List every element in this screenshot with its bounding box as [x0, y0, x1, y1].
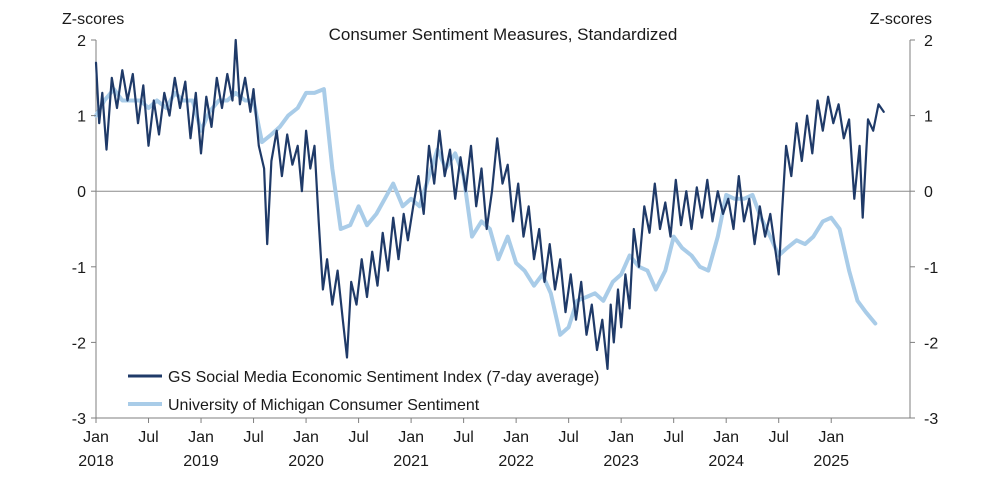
x-tick-label-month: Jan	[398, 429, 424, 446]
x-tick-label-month: Jan	[188, 429, 214, 446]
y-tick-label-right: -3	[924, 411, 938, 428]
x-tick-label-month: Jan	[83, 429, 109, 446]
x-tick-label-month: Jul	[558, 429, 578, 446]
x-tick-label-year: 2022	[498, 453, 534, 470]
series-layer	[94, 38, 885, 370]
x-tick-label-month: Jul	[348, 429, 368, 446]
y-tick-label-left: 2	[77, 33, 86, 50]
y-tick-label-left: -2	[72, 335, 86, 352]
x-tick-label-month: Jul	[768, 429, 788, 446]
x-tick-label-year: 2024	[708, 453, 744, 470]
y-tick-label-left: -3	[72, 411, 86, 428]
x-tick-label-month: Jan	[503, 429, 529, 446]
y-tick-label-left: 0	[77, 184, 86, 201]
x-tick-label-year: 2020	[288, 453, 324, 470]
y-tick-label-right: -1	[924, 260, 938, 277]
x-tick-label-year: 2023	[603, 453, 639, 470]
legend-label-umich: University of Michigan Consumer Sentimen…	[168, 397, 480, 414]
y-tick-label-right: 2	[924, 33, 933, 50]
x-tick-label-month: Jul	[663, 429, 683, 446]
x-tick-label-year: 2019	[183, 453, 219, 470]
legend: GS Social Media Economic Sentiment Index…	[128, 369, 599, 414]
plot-frame	[95, 40, 911, 419]
y-tick-label-left: -1	[72, 260, 86, 277]
y-tick-label-left: 1	[77, 109, 86, 126]
y-tick-label-right: 0	[924, 184, 933, 201]
x-tick-label-year: 2025	[813, 453, 849, 470]
y-axis-title-right: Z-scores	[870, 11, 932, 28]
x-tick-label-year: 2021	[393, 453, 429, 470]
y-tick-label-right: -2	[924, 335, 938, 352]
y-tick-label-right: 1	[924, 109, 933, 126]
x-tick-label-month: Jan	[608, 429, 634, 446]
series-line-gs-index	[94, 38, 885, 370]
x-tick-label-month: Jan	[293, 429, 319, 446]
x-tick-label-year: 2018	[78, 453, 114, 470]
x-tick-label-month: Jul	[138, 429, 158, 446]
x-tick-label-month: Jan	[713, 429, 739, 446]
x-tick-label-month: Jul	[453, 429, 473, 446]
chart-title: Consumer Sentiment Measures, Standardize…	[329, 25, 678, 44]
x-tick-label-month: Jan	[818, 429, 844, 446]
y-axis-title-left: Z-scores	[62, 11, 124, 28]
x-tick-label-month: Jul	[243, 429, 263, 446]
legend-label-gs-index: GS Social Media Economic Sentiment Index…	[168, 369, 599, 386]
